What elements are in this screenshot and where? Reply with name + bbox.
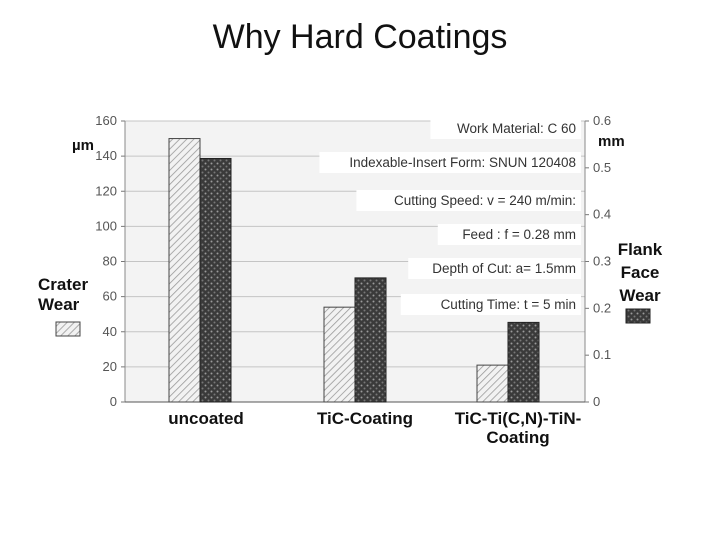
- right-tick-label: 0.6: [593, 113, 611, 128]
- legend-label-crater-wear: Wear: [38, 295, 80, 314]
- annotation-text: Feed : f = 0.28 mm: [462, 227, 576, 242]
- crater-wear-bar: [476, 364, 509, 403]
- legend-swatch-crater-wear: [55, 321, 81, 337]
- annotation-box: [319, 152, 581, 173]
- annotation-text: Cutting Speed: v = 240 m/min:: [394, 193, 576, 208]
- annotation-text: Work Material: C 60: [457, 121, 576, 136]
- annotation-box: [400, 294, 581, 315]
- left-tick-label: 80: [103, 254, 117, 269]
- annotation-box: [408, 258, 581, 279]
- legend-label-crater-wear: Crater: [38, 275, 88, 294]
- annotation-text: Cutting Time: t = 5 min: [441, 297, 576, 312]
- legend-label-flank-face-wear: Face: [621, 263, 660, 282]
- legend-swatch-flank-face-wear: [625, 308, 651, 324]
- left-tick-label: 60: [103, 289, 117, 304]
- right-tick-label: 0.2: [593, 300, 611, 315]
- left-tick-label: 120: [95, 183, 117, 198]
- left-tick-label: 100: [95, 218, 117, 233]
- annotation-text: Indexable-Insert Form: SNUN 120408: [349, 155, 576, 170]
- left-tick-label: 40: [103, 324, 117, 339]
- right-tick-label: 0.5: [593, 160, 611, 175]
- plot-area: 0 20 40 60 80 100 120 140 160 0 0.1 0.2 0.3 0.4 0.5 0.6…: [38, 113, 663, 447]
- category-label: TiC-Ti(C,N)-TiN-: [455, 409, 582, 428]
- left-tick-label: 140: [95, 148, 117, 163]
- right-tick-label: 0: [593, 394, 600, 409]
- annotation-box: [430, 118, 581, 139]
- left-tick-label: 20: [103, 359, 117, 374]
- right-tick-label: 0.3: [593, 254, 611, 269]
- page-title: Why Hard Coatings: [212, 18, 508, 56]
- annotation-box: [356, 190, 581, 211]
- legend-label-flank-face-wear: Flank: [618, 240, 663, 259]
- left-tick-label: 0: [110, 394, 117, 409]
- crater-wear-bar: [168, 138, 201, 403]
- right-axis-label: mm: [598, 133, 625, 150]
- category-label: uncoated: [168, 409, 244, 428]
- flank-face-wear-bar: [354, 277, 387, 403]
- category-label: Coating: [486, 428, 549, 447]
- category-label: TiC-Coating: [317, 409, 413, 428]
- annotation-text: Depth of Cut: a= 1.5mm: [432, 261, 576, 276]
- flank-face-wear-bar: [507, 321, 540, 403]
- legend-label-flank-face-wear: Wear: [619, 286, 661, 305]
- left-tick-label: 160: [95, 113, 117, 128]
- crater-wear-bar: [323, 306, 356, 403]
- flank-face-wear-bar: [199, 157, 232, 403]
- right-tick-label: 0.1: [593, 347, 611, 362]
- left-axis-label: µm: [72, 137, 94, 154]
- right-tick-label: 0.4: [593, 207, 611, 222]
- annotation-box: [437, 224, 581, 245]
